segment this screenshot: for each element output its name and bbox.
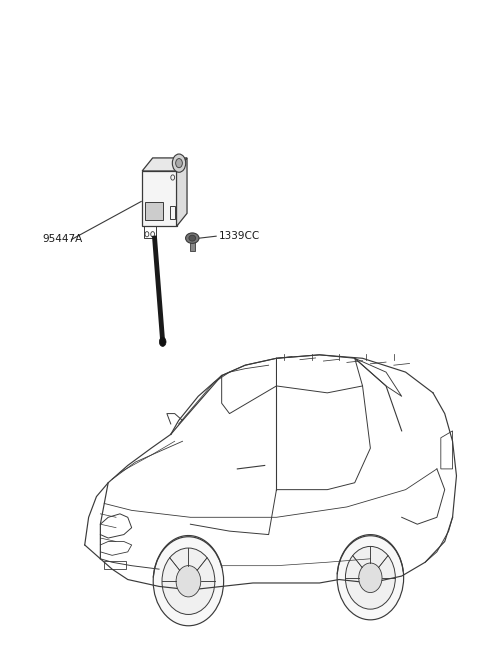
Bar: [104, 561, 126, 569]
Polygon shape: [145, 202, 163, 220]
Ellipse shape: [153, 536, 224, 626]
Ellipse shape: [346, 546, 396, 609]
Text: 95447A: 95447A: [42, 234, 82, 244]
Polygon shape: [142, 171, 177, 227]
Text: 1339CC: 1339CC: [218, 231, 260, 241]
Circle shape: [172, 154, 186, 172]
Ellipse shape: [337, 536, 404, 620]
Ellipse shape: [189, 235, 196, 241]
Circle shape: [176, 159, 182, 168]
Polygon shape: [177, 158, 187, 227]
Ellipse shape: [162, 548, 215, 614]
Polygon shape: [190, 240, 195, 251]
Polygon shape: [142, 158, 187, 171]
Ellipse shape: [176, 566, 201, 597]
Circle shape: [159, 337, 166, 346]
Ellipse shape: [186, 233, 199, 244]
Ellipse shape: [359, 563, 382, 593]
